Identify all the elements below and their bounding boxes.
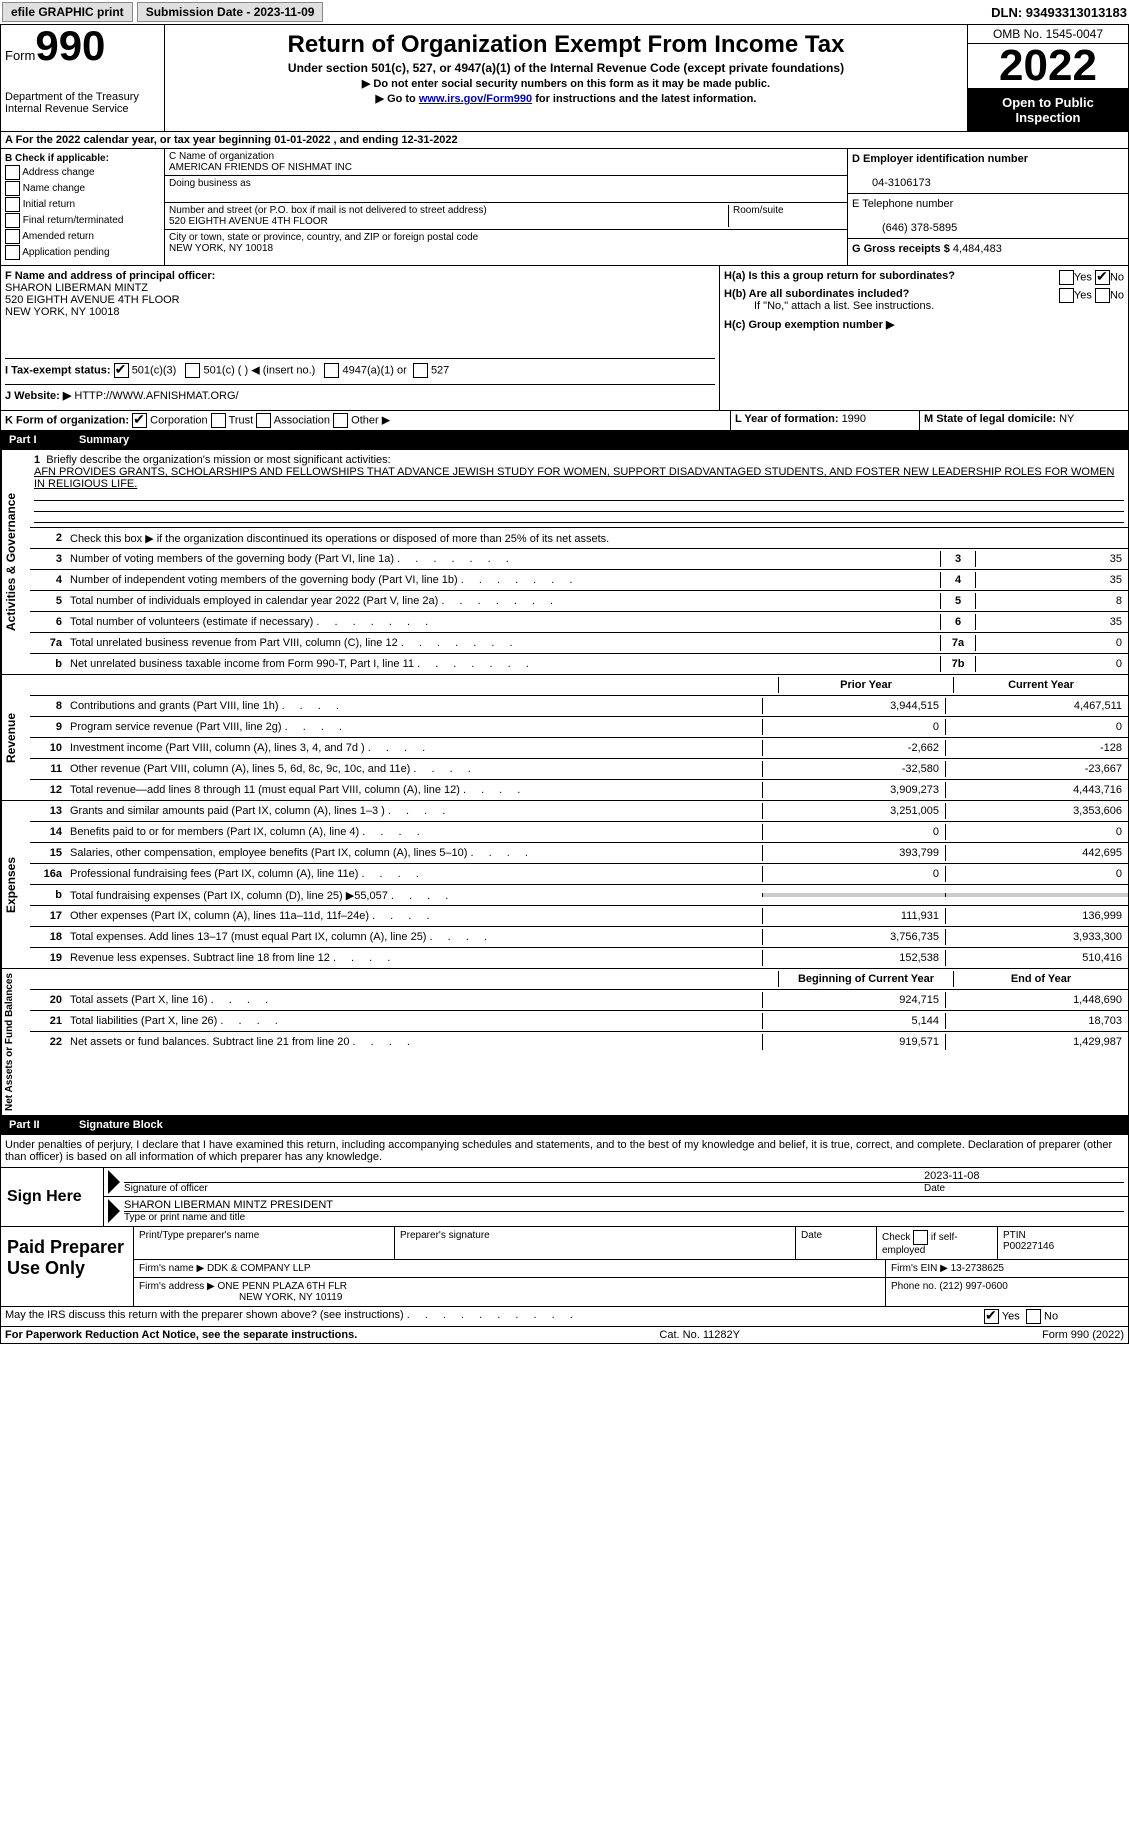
cb-hb-no[interactable] bbox=[1095, 288, 1110, 303]
phone: (646) 378-5895 bbox=[852, 222, 957, 234]
cb-amended[interactable] bbox=[5, 229, 20, 244]
open-public: Open to Public Inspection bbox=[968, 89, 1128, 131]
irs-link[interactable]: www.irs.gov/Form990 bbox=[419, 93, 532, 105]
line-15: 15 Salaries, other compensation, employe… bbox=[30, 843, 1128, 864]
row-klm: K Form of organization: Corporation Trus… bbox=[0, 411, 1129, 431]
officer-name: SHARON LIBERMAN MINTZ PRESIDENT bbox=[124, 1199, 1124, 1211]
org-city: NEW YORK, NY 10018 bbox=[169, 243, 273, 254]
line-7a: 7a Total unrelated business revenue from… bbox=[30, 633, 1128, 654]
cb-ha-yes[interactable] bbox=[1059, 270, 1074, 285]
line-22: 22 Net assets or fund balances. Subtract… bbox=[30, 1032, 1128, 1052]
line-3: 3 Number of voting members of the govern… bbox=[30, 549, 1128, 570]
line-8: 8 Contributions and grants (Part VIII, l… bbox=[30, 696, 1128, 717]
calendar-year-row: A For the 2022 calendar year, or tax yea… bbox=[0, 132, 1129, 149]
line-4: 4 Number of independent voting members o… bbox=[30, 570, 1128, 591]
line-12: 12 Total revenue—add lines 8 through 11 … bbox=[30, 780, 1128, 800]
discuss-row: May the IRS discuss this return with the… bbox=[0, 1307, 1129, 1327]
ein: 04-3106173 bbox=[852, 177, 931, 189]
line-19: 19 Revenue less expenses. Subtract line … bbox=[30, 948, 1128, 968]
cb-4947[interactable] bbox=[324, 363, 339, 378]
form-header: Form990 Department of the Treasury Inter… bbox=[0, 24, 1129, 132]
cb-trust[interactable] bbox=[211, 413, 226, 428]
toolbar: efile GRAPHIC print Submission Date - 20… bbox=[0, 0, 1129, 24]
gross-receipts: 4,484,483 bbox=[953, 243, 1002, 255]
form-title: Return of Organization Exempt From Incom… bbox=[169, 31, 963, 59]
line-17: 17 Other expenses (Part IX, column (A), … bbox=[30, 906, 1128, 927]
row-f-h: F Name and address of principal officer:… bbox=[0, 266, 1129, 411]
line-21: 21 Total liabilities (Part X, line 26) .… bbox=[30, 1011, 1128, 1032]
cb-name[interactable] bbox=[5, 181, 20, 196]
col-c: C Name of organization AMERICAN FRIENDS … bbox=[165, 149, 847, 265]
footer: For Paperwork Reduction Act Notice, see … bbox=[0, 1327, 1129, 1344]
subtitle: Under section 501(c), 527, or 4947(a)(1)… bbox=[169, 61, 963, 75]
cb-address[interactable] bbox=[5, 165, 20, 180]
cb-501c3[interactable] bbox=[114, 363, 129, 378]
expenses-section: Expenses 13 Grants and similar amounts p… bbox=[0, 801, 1129, 969]
instr2: ▶ Go to www.irs.gov/Form990 for instruct… bbox=[169, 92, 963, 105]
line-18: 18 Total expenses. Add lines 13–17 (must… bbox=[30, 927, 1128, 948]
net-assets-section: Net Assets or Fund Balances Beginning of… bbox=[0, 969, 1129, 1116]
tax-year: 2022 bbox=[968, 44, 1128, 89]
activities-governance: Activities & Governance 1 Briefly descri… bbox=[0, 450, 1129, 675]
instr1: ▶ Do not enter social security numbers o… bbox=[169, 77, 963, 90]
cb-self-emp[interactable] bbox=[913, 1230, 928, 1245]
cb-527[interactable] bbox=[413, 363, 428, 378]
line-6: 6 Total number of volunteers (estimate i… bbox=[30, 612, 1128, 633]
mission-text: AFN PROVIDES GRANTS, SCHOLARSHIPS AND FE… bbox=[34, 466, 1114, 490]
line-5: 5 Total number of individuals employed i… bbox=[30, 591, 1128, 612]
line-9: 9 Program service revenue (Part VIII, li… bbox=[30, 717, 1128, 738]
paid-preparer: Paid Preparer Use Only Print/Type prepar… bbox=[0, 1227, 1129, 1307]
line-20: 20 Total assets (Part X, line 16) . . . … bbox=[30, 990, 1128, 1011]
firm-ein: 13-2738625 bbox=[951, 1263, 1004, 1274]
part2-header: Part IISignature Block bbox=[0, 1116, 1129, 1135]
submission-btn[interactable]: Submission Date - 2023-11-09 bbox=[137, 2, 324, 22]
firm-name: DDK & COMPANY LLP bbox=[207, 1263, 311, 1274]
line-b: b Total fundraising expenses (Part IX, c… bbox=[30, 885, 1128, 906]
dept: Department of the Treasury Internal Reve… bbox=[5, 91, 160, 115]
cb-final[interactable] bbox=[5, 213, 20, 228]
ptin: P00227146 bbox=[1003, 1241, 1054, 1252]
dln: DLN: 93493313013183 bbox=[991, 5, 1127, 20]
revenue-section: Revenue Prior Year Current Year 8 Contri… bbox=[0, 675, 1129, 801]
sig-date: 2023-11-08 bbox=[924, 1170, 1124, 1182]
cb-ha-no[interactable] bbox=[1095, 270, 1110, 285]
line-13: 13 Grants and similar amounts paid (Part… bbox=[30, 801, 1128, 822]
line-14: 14 Benefits paid to or for members (Part… bbox=[30, 822, 1128, 843]
cb-501c[interactable] bbox=[185, 363, 200, 378]
website: HTTP://WWW.AFNISHMAT.ORG/ bbox=[71, 390, 238, 402]
line-7b: b Net unrelated business taxable income … bbox=[30, 654, 1128, 674]
form-number: Form990 bbox=[5, 29, 160, 63]
cb-assoc[interactable] bbox=[256, 413, 271, 428]
col-de: D Employer identification number 04-3106… bbox=[847, 149, 1128, 265]
part1-header: Part ISummary bbox=[0, 431, 1129, 450]
entity-section: B Check if applicable: Address change Na… bbox=[0, 149, 1129, 266]
sign-here: Sign Here Signature of officer 2023-11-0… bbox=[0, 1168, 1129, 1227]
org-name: AMERICAN FRIENDS OF NISHMAT INC bbox=[169, 162, 352, 173]
line-11: 11 Other revenue (Part VIII, column (A),… bbox=[30, 759, 1128, 780]
cb-discuss-no[interactable] bbox=[1026, 1309, 1041, 1324]
cb-other[interactable] bbox=[333, 413, 348, 428]
cb-hb-yes[interactable] bbox=[1059, 288, 1074, 303]
line-10: 10 Investment income (Part VIII, column … bbox=[30, 738, 1128, 759]
org-addr: 520 EIGHTH AVENUE 4TH FLOOR bbox=[169, 216, 328, 227]
cb-pending[interactable] bbox=[5, 245, 20, 260]
line-16a: 16a Professional fundraising fees (Part … bbox=[30, 864, 1128, 885]
cb-initial[interactable] bbox=[5, 197, 20, 212]
penalties-text: Under penalties of perjury, I declare th… bbox=[0, 1135, 1129, 1168]
cb-corp[interactable] bbox=[132, 413, 147, 428]
firm-phone: (212) 997-0600 bbox=[939, 1281, 1007, 1292]
efile-btn[interactable]: efile GRAPHIC print bbox=[2, 2, 133, 22]
col-b: B Check if applicable: Address change Na… bbox=[1, 149, 165, 265]
cb-discuss-yes[interactable] bbox=[984, 1309, 999, 1324]
